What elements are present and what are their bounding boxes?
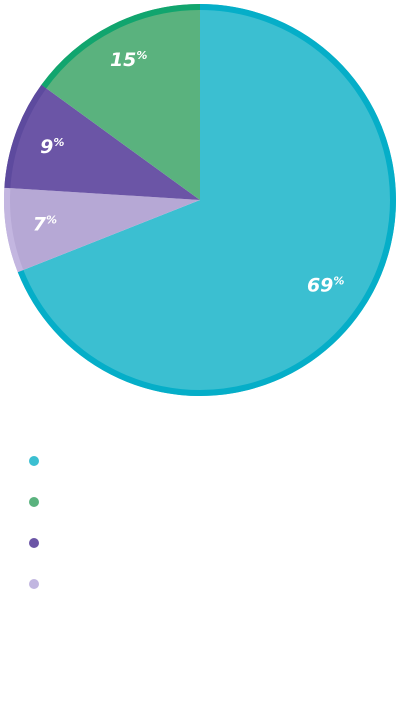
pie-slice [17,4,396,396]
legend-marker [29,497,39,507]
pie-slice-rim [41,4,201,89]
slice-value-label: 9% [40,136,64,158]
pie-slice [4,187,201,273]
pie-slice [41,3,201,201]
slice-value-label: 69% [307,274,344,296]
legend-marker [29,456,39,466]
pie-slice-rim [4,187,24,273]
slice-value-label: 7% [33,214,57,236]
legend-item [29,536,369,577]
pie-slice-rim [17,4,396,396]
legend-marker [29,579,39,589]
pie-slice-rim [4,84,47,189]
legend-item [29,495,369,536]
legend [29,454,369,618]
legend-item [29,454,369,495]
legend-item [29,577,369,618]
pie-chart: 69% 7% 9% 15% [4,3,396,396]
slice-value-label: 15% [110,49,147,71]
legend-marker [29,538,39,548]
pie-slice [4,84,201,200]
